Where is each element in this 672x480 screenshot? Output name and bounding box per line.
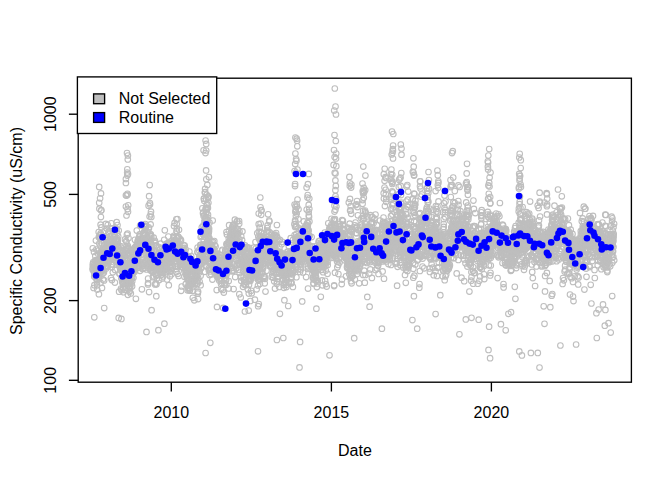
svg-text:2010: 2010 (154, 404, 190, 421)
svg-text:Routine: Routine (119, 109, 174, 126)
svg-text:2015: 2015 (314, 404, 350, 421)
svg-text:500: 500 (42, 181, 59, 208)
svg-text:Specific Conductivity (uS/cm): Specific Conductivity (uS/cm) (8, 127, 25, 335)
svg-text:1000: 1000 (42, 96, 59, 132)
svg-text:100: 100 (42, 367, 59, 394)
svg-text:200: 200 (42, 287, 59, 314)
svg-text:Not Selected: Not Selected (119, 90, 211, 107)
svg-text:2020: 2020 (474, 404, 510, 421)
svg-text:Date: Date (338, 442, 372, 459)
